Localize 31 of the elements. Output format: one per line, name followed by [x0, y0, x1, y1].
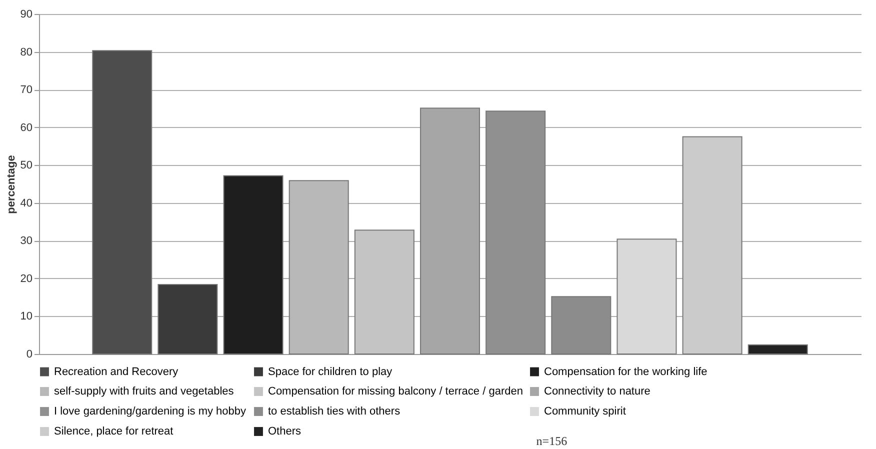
legend-label: Recreation and Recovery: [54, 366, 179, 378]
y-tick-label: 0: [26, 348, 32, 360]
bar: [616, 238, 677, 354]
text: n=156: [536, 434, 568, 448]
y-tick-label: 90: [20, 8, 32, 20]
legend-label: Connectivity to nature: [544, 386, 650, 398]
y-tick-label: 80: [20, 46, 32, 58]
legend-label: self-supply with fruits and vegetables: [54, 386, 234, 398]
y-tick-label: 40: [20, 197, 32, 210]
bar: [682, 136, 742, 354]
y-tick-label: 50: [20, 160, 32, 172]
y-axis-title: percentage: [5, 155, 18, 214]
legend-label: to establish ties with others: [268, 406, 401, 418]
y-tick-label: 20: [20, 272, 32, 285]
bar: [158, 284, 218, 354]
legend-label: Others: [268, 426, 302, 438]
legend-label: Compensation for the working life: [544, 366, 708, 378]
bar: [748, 344, 808, 354]
y-tick-label: 70: [20, 84, 32, 96]
legend-label: I love gardening/gardening is my hobby: [54, 406, 247, 418]
bar: [223, 175, 284, 354]
y-tick-label: 10: [20, 310, 32, 323]
legend-label: Compensation for missing balcony / terrace / garden: [268, 386, 523, 398]
bar: [92, 50, 152, 354]
y-tick-label: 30: [20, 235, 32, 248]
bar: [354, 230, 414, 354]
legend-label: Community spirit: [544, 406, 626, 418]
legend-label: Space for children to play: [268, 366, 393, 378]
legend-label: Silence, place for retreat: [54, 426, 174, 438]
y-tick-label: 60: [20, 122, 32, 134]
bar: [551, 296, 612, 354]
